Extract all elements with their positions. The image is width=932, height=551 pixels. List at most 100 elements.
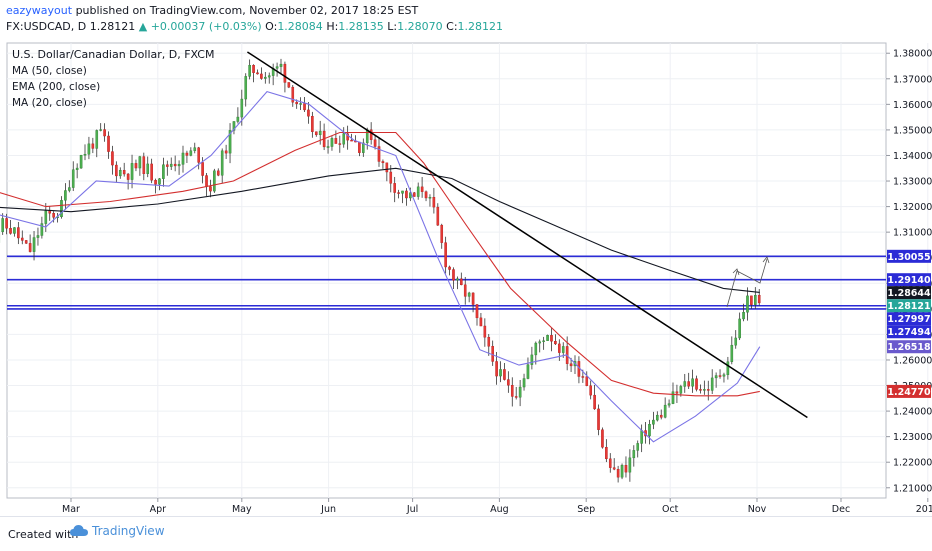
price-badge-bg: [887, 325, 931, 339]
candle-body: [213, 170, 216, 192]
price-chart[interactable]: 1.38000 1.37000 1.36000 1.35000 1.34000 1.330…: [0, 40, 932, 516]
candle-body: [714, 375, 718, 379]
candle-body: [471, 292, 475, 305]
candle-body: [36, 235, 40, 238]
candle-body: [483, 325, 487, 338]
candle-body: [95, 130, 99, 149]
candle-body: [326, 146, 330, 148]
candle-body: [307, 109, 310, 117]
candle-body: [44, 210, 48, 224]
candle-body: [350, 139, 353, 142]
published-text: published on TradingView.com, November 0…: [75, 4, 419, 17]
candle-body: [424, 191, 428, 199]
created-with-text: Created with: [8, 528, 79, 541]
candle-body: [440, 224, 444, 243]
candle-body: [503, 369, 506, 380]
candle-body: [436, 206, 440, 226]
candle-body: [726, 361, 730, 375]
candle-body: [530, 354, 534, 365]
candle-body: [283, 63, 287, 83]
open-value: 1.28084: [277, 20, 323, 33]
price-badge-label: 1.26518: [887, 342, 931, 353]
tradingview-brand: TradingView: [92, 524, 165, 538]
candle-body: [79, 154, 83, 169]
candle-body: [699, 389, 702, 391]
candle-body: [597, 408, 600, 430]
candle-body: [710, 377, 714, 391]
legend-ema200[interactable]: EMA (200, close): [12, 81, 100, 93]
projection-path: [726, 258, 768, 308]
candle-body: [162, 164, 165, 179]
drawings: [246, 51, 808, 419]
chart-title: U.S. Dollar/Canadian Dollar, D, FXCM: [12, 48, 214, 61]
candle-body: [311, 116, 314, 132]
candle-body: [722, 374, 726, 377]
price-badge-bg: [887, 273, 931, 287]
author-link[interactable]: eazywayout: [6, 4, 73, 17]
candle-body: [652, 419, 655, 425]
candle-body: [487, 336, 491, 347]
candle-body: [601, 429, 604, 448]
candle-body: [448, 266, 451, 270]
candle-body: [409, 192, 412, 199]
price-badge-label: 1.30055: [887, 252, 930, 263]
series-line-ma-20-close: [0, 90, 761, 443]
ohlc-line: FX:USDCAD, D 1.28121 ▲ +0.00037 (+0.03%)…: [6, 20, 503, 33]
candle-body: [750, 295, 753, 305]
candle-body: [734, 337, 738, 346]
price-badge-bg: [887, 384, 931, 398]
projection-arrow-head: [762, 256, 770, 264]
high-label: H:: [326, 20, 339, 33]
candle-body: [675, 391, 679, 394]
legend-ma50[interactable]: MA (50, close): [12, 65, 87, 77]
price-badge-label: 1.24770: [887, 387, 931, 398]
candle-body: [416, 186, 420, 197]
candle-body: [738, 318, 741, 339]
candle-body: [718, 375, 722, 377]
candle-body: [177, 164, 181, 167]
candle-body: [103, 129, 106, 137]
price-axis[interactable]: 1.38000 1.37000 1.36000 1.35000 1.34000 1.330…: [886, 49, 932, 495]
price-badges: 1.30055 1.29140 1.28644 1.28121 1.27997 1.274…: [887, 249, 931, 398]
candle-body: [224, 150, 228, 154]
candle-body: [746, 295, 749, 313]
candle-body: [28, 243, 32, 252]
candle-body: [146, 163, 150, 174]
footer: Created with TradingView: [0, 516, 932, 551]
candle-body: [201, 162, 204, 176]
candle-body: [209, 186, 212, 192]
candle-body: [460, 278, 463, 286]
y-tick-label: 1.37000: [893, 74, 932, 85]
candle-body: [5, 218, 8, 229]
candle-body: [656, 414, 659, 421]
y-tick-label: 1.24000: [893, 407, 932, 418]
candle-body: [248, 65, 251, 77]
legend-ma20[interactable]: MA (20, close): [12, 97, 87, 109]
y-tick-label: 1.21000: [893, 483, 932, 494]
candle-body: [318, 130, 322, 135]
candle-body: [467, 292, 471, 297]
candle-body: [185, 152, 189, 156]
candle-body: [111, 151, 114, 166]
candle-body: [107, 135, 110, 152]
y-tick-label: 1.31000: [893, 228, 932, 239]
candle-body: [1, 218, 4, 233]
candle-body: [605, 447, 608, 460]
candle-body: [342, 133, 346, 145]
candle-body: [189, 150, 193, 156]
candle-body: [275, 66, 279, 69]
candle-body: [216, 170, 220, 176]
time-axis[interactable]: Mar Apr May Jun Jul Aug Sep Oct Nov Dec 2018: [62, 498, 932, 515]
y-tick-label: 1.23000: [893, 432, 932, 443]
x-tick-label: Apr: [150, 504, 167, 515]
candle-body: [518, 386, 522, 398]
tradingview-logo[interactable]: TradingView: [70, 524, 165, 538]
candle-body: [369, 129, 373, 140]
candle-body: [68, 187, 71, 191]
x-tick-label: Dec: [832, 504, 850, 515]
candle-body: [154, 179, 157, 185]
candle-body: [134, 163, 138, 169]
candle-body: [636, 443, 640, 451]
candle-body: [75, 167, 79, 170]
candle-body: [452, 269, 455, 281]
